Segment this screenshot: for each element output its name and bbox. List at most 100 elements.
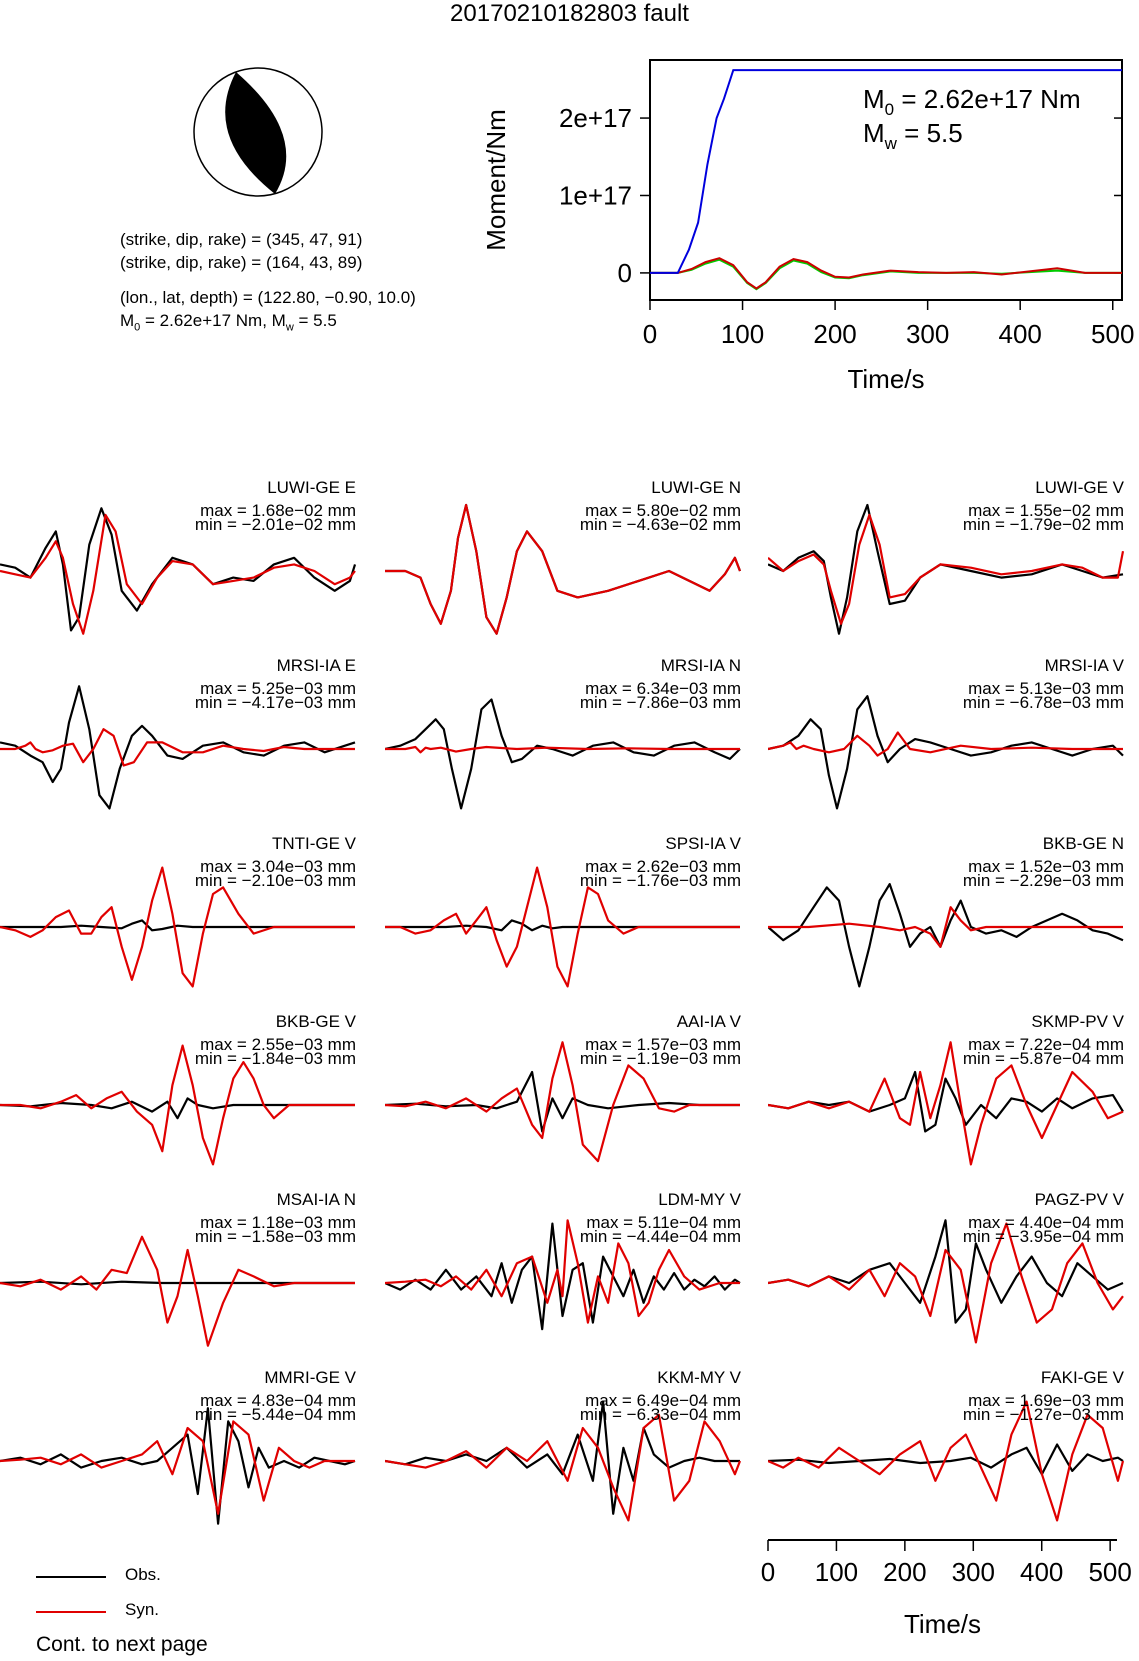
stf-series-line bbox=[650, 69, 1122, 274]
min-amplitude: min = −1.84e−03 mm bbox=[194, 1049, 356, 1068]
waveform-panel: MRSI-IA V max = 5.13e−03 mm min = −6.78e−0… bbox=[768, 648, 1128, 826]
min-amplitude: min = −7.86e−03 mm bbox=[579, 693, 741, 712]
observed-trace bbox=[385, 1400, 740, 1515]
waveform-grid: LUWI-GE E max = 1.68e−02 mm min = −2.01e−0… bbox=[0, 470, 1139, 1550]
observed-trace bbox=[0, 1097, 355, 1120]
waveform-panel: LUWI-GE V max = 1.55e−02 mm min = −1.79e−0… bbox=[768, 470, 1128, 648]
min-amplitude: min = −4.17e−03 mm bbox=[194, 693, 356, 712]
min-amplitude: min = −1.79e−02 mm bbox=[962, 515, 1124, 534]
waveform-panel: TNTI-GE V max = 3.04e−03 mm min = −2.10e−0… bbox=[0, 826, 360, 1004]
waveform-plot bbox=[385, 1041, 740, 1163]
waveform-panel: LUWI-GE N max = 5.80e−02 mm min = −4.63e−0… bbox=[385, 470, 745, 648]
stf-x-tick-label: 200 bbox=[813, 319, 856, 349]
synthetic-trace bbox=[0, 728, 355, 767]
waveform-plot bbox=[768, 1041, 1124, 1166]
station-name: LUWI-GE V bbox=[1035, 478, 1124, 497]
synthetic-trace bbox=[0, 1235, 355, 1347]
legend-obs-label: Obs. bbox=[125, 1565, 161, 1584]
min-amplitude: min = −1.76e−03 mm bbox=[579, 871, 741, 890]
legend-syn-label: Syn. bbox=[125, 1600, 160, 1619]
observed-trace bbox=[0, 507, 357, 632]
min-amplitude: min = −1.58e−03 mm bbox=[194, 1227, 356, 1246]
waveform-panel: MMRI-GE V max = 4.83e−04 mm min = −5.44e−0… bbox=[0, 1360, 360, 1538]
station-name: LDM-MY V bbox=[658, 1190, 741, 1209]
waveform-plot bbox=[768, 1219, 1124, 1344]
max-amplitude: max = 5.80e−02 mm bbox=[585, 501, 741, 520]
station-name: MRSI-IA E bbox=[276, 656, 356, 675]
min-amplitude: min = −1.27e−03 mm bbox=[962, 1405, 1124, 1424]
event-location: (lon., lat, depth) = (122.80, −0.90, 10.… bbox=[120, 288, 416, 307]
min-amplitude: min = −5.44e−04 mm bbox=[194, 1405, 356, 1424]
waveform-panel: SPSI-IA V max = 2.62e−03 mm min = −1.76e−0… bbox=[385, 826, 745, 1004]
station-name: LUWI-GE E bbox=[267, 478, 356, 497]
observed-trace bbox=[0, 919, 355, 932]
observed-trace bbox=[385, 1070, 740, 1133]
waveform-plot bbox=[0, 1407, 356, 1525]
synthetic-trace bbox=[768, 1400, 1125, 1522]
time-axis-tick-label: 500 bbox=[1088, 1557, 1131, 1587]
synthetic-trace bbox=[385, 1041, 740, 1163]
station-name: TNTI-GE V bbox=[271, 834, 356, 853]
min-amplitude: min = −6.33e−04 mm bbox=[579, 1405, 741, 1424]
stf-x-axis-label: Time/s bbox=[847, 364, 924, 394]
waveform-plot bbox=[385, 698, 741, 810]
time-axis: 0 100 200 300 400 500 Time/s bbox=[761, 1539, 1132, 1639]
waveform-plot bbox=[0, 1044, 355, 1166]
waveform-plot bbox=[0, 866, 355, 988]
observed-trace bbox=[768, 1443, 1124, 1476]
max-amplitude: max = 1.52e−03 mm bbox=[968, 857, 1124, 876]
station-name: MSAI-IA N bbox=[276, 1190, 356, 1209]
observed-trace bbox=[768, 1219, 1124, 1324]
min-amplitude: min = −2.29e−03 mm bbox=[962, 871, 1124, 890]
time-axis-tick-label: 200 bbox=[883, 1557, 926, 1587]
stf-x-tick-label: 100 bbox=[721, 319, 764, 349]
max-amplitude: max = 6.34e−03 mm bbox=[585, 679, 741, 698]
synthetic-trace bbox=[0, 866, 355, 988]
max-amplitude: max = 6.49e−04 mm bbox=[585, 1391, 741, 1410]
page-title: 20170210182803 fault bbox=[450, 0, 689, 27]
waveform-panel: SKMP-PV V max = 7.22e−04 mm min = −5.87e−0… bbox=[768, 1004, 1128, 1182]
time-axis-label: Time/s bbox=[904, 1609, 981, 1639]
station-name: FAKI-GE V bbox=[1040, 1368, 1124, 1387]
legend-syn-line bbox=[36, 1611, 106, 1613]
stf-y-tick-label: 1e+17 bbox=[559, 180, 632, 210]
stf-y-axis-label: Moment/Nm bbox=[485, 109, 511, 251]
synthetic-trace bbox=[0, 1044, 355, 1166]
waveform-panel: FAKI-GE V max = 1.69e−03 mm min = −1.27e−0… bbox=[768, 1360, 1128, 1538]
waveform-plot bbox=[385, 1400, 742, 1522]
synthetic-trace bbox=[385, 866, 740, 988]
waveform-plot bbox=[0, 685, 356, 810]
waveform-plot bbox=[768, 503, 1125, 635]
waveform-plot bbox=[768, 1400, 1125, 1522]
waveform-plot bbox=[0, 1235, 355, 1347]
station-name: AAI-IA V bbox=[676, 1012, 741, 1031]
stf-series-line bbox=[650, 258, 1122, 291]
stf-x-tick-label: 0 bbox=[643, 319, 657, 349]
waveform-panel: MSAI-IA N max = 1.18e−03 mm min = −1.58e−0… bbox=[0, 1182, 360, 1360]
nodal-plane-2: (strike, dip, rake) = (164, 43, 89) bbox=[120, 253, 363, 272]
waveform-panel: MRSI-IA N max = 6.34e−03 mm min = −7.86e−0… bbox=[385, 648, 745, 826]
max-amplitude: max = 5.13e−03 mm bbox=[968, 679, 1124, 698]
min-amplitude: min = −5.87e−04 mm bbox=[962, 1049, 1124, 1068]
observed-trace bbox=[768, 882, 1124, 988]
stf-y-tick-label: 0 bbox=[618, 258, 632, 288]
station-name: KKM-MY V bbox=[657, 1368, 741, 1387]
min-amplitude: min = −4.63e−02 mm bbox=[579, 515, 741, 534]
observed-trace bbox=[768, 503, 1124, 635]
max-amplitude: max = 2.62e−03 mm bbox=[585, 857, 741, 876]
station-name: BKB-GE N bbox=[1042, 834, 1124, 853]
synthetic-trace bbox=[768, 906, 1123, 948]
time-axis-tick-label: 300 bbox=[952, 1557, 995, 1587]
min-amplitude: min = −1.19e−03 mm bbox=[579, 1049, 741, 1068]
stf-mw-annotation: Mw = 5.5 bbox=[863, 118, 963, 153]
min-amplitude: min = −3.95e−04 mm bbox=[962, 1227, 1124, 1246]
continuation-note: Cont. to next page bbox=[36, 1633, 208, 1656]
waveform-plot bbox=[768, 695, 1124, 810]
synthetic-trace bbox=[385, 1219, 740, 1324]
time-axis-tick-label: 400 bbox=[1020, 1557, 1063, 1587]
waveform-panel: KKM-MY V max = 6.49e−04 mm min = −6.33e−04… bbox=[385, 1360, 745, 1538]
legend-obs-line bbox=[36, 1576, 106, 1578]
max-amplitude: max = 1.18e−03 mm bbox=[200, 1213, 356, 1232]
synthetic-trace bbox=[385, 745, 740, 754]
waveform-panel: LDM-MY V max = 5.11e−04 mm min = −4.44e−04… bbox=[385, 1182, 745, 1360]
